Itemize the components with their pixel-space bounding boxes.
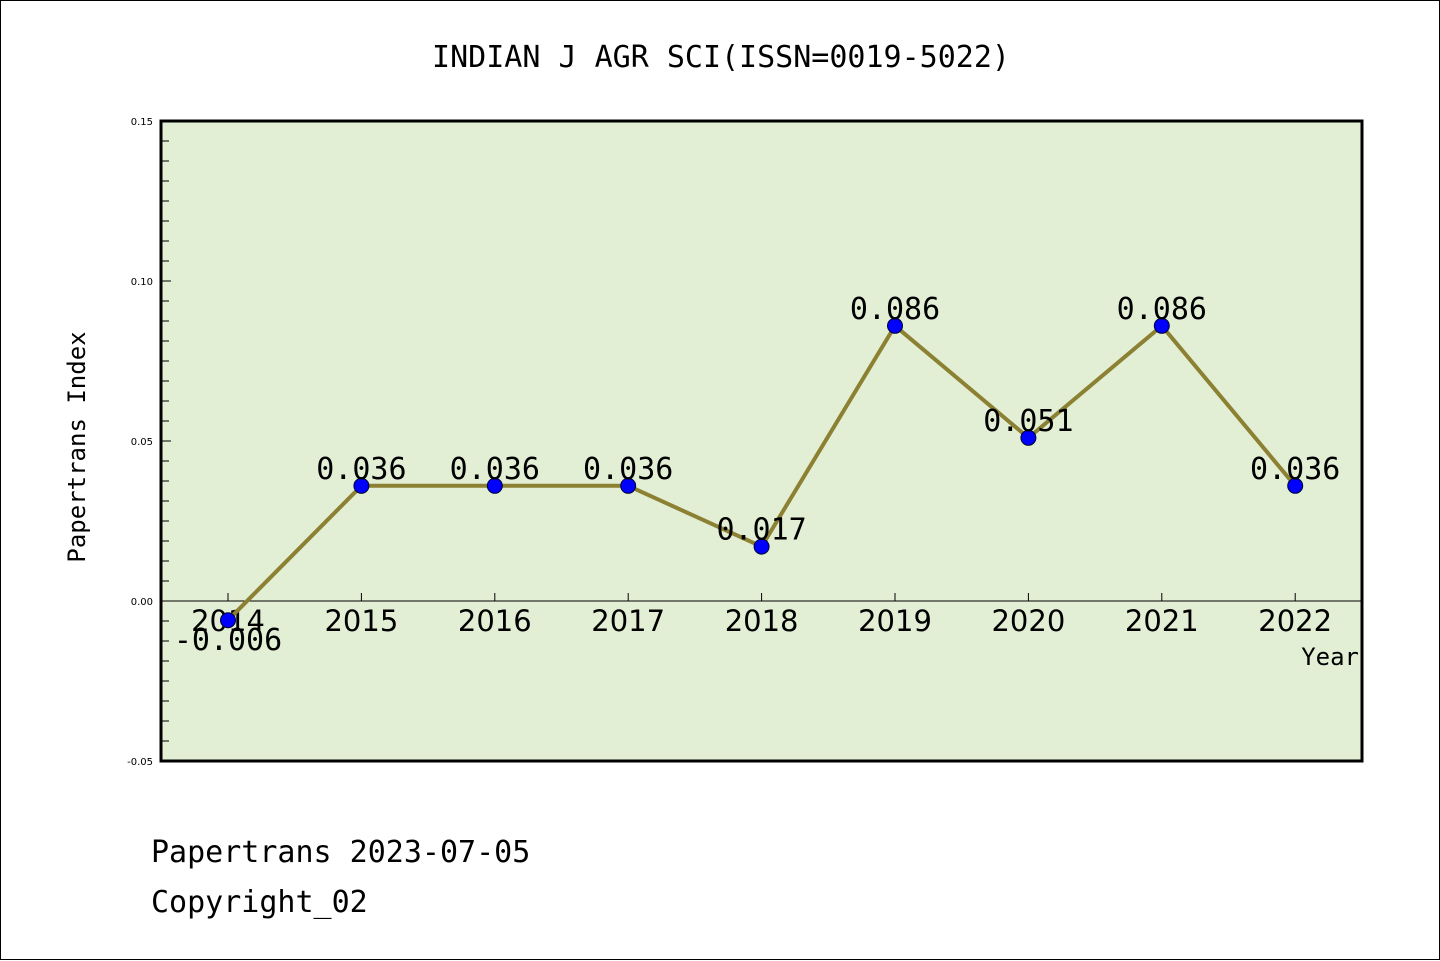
- chart-title: INDIAN J AGR SCI(ISSN=0019-5022): [432, 40, 1010, 75]
- data-label: 0.036: [1250, 452, 1340, 487]
- data-point: [1287, 477, 1304, 494]
- data-point: [220, 612, 236, 629]
- y-tick-label: -0.05: [127, 757, 153, 768]
- data-point: [753, 538, 770, 555]
- x-tick-label: 2020: [991, 604, 1065, 638]
- data-label: 0.036: [316, 452, 406, 487]
- y-tick-label: 0.10: [131, 277, 153, 288]
- data-label: 0.086: [1117, 292, 1207, 327]
- x-axis: 201420152016201720182019202020212022: [191, 593, 1332, 638]
- y-tick-label: 0.15: [131, 117, 153, 128]
- plot-border: [159, 119, 1364, 763]
- data-label: 0.036: [583, 452, 673, 487]
- data-label: 0.036: [450, 452, 540, 487]
- plot-area: [161, 121, 1362, 761]
- data-label: 0.086: [850, 292, 940, 327]
- x-tick-label: 2019: [858, 604, 932, 638]
- data-label: -0.006: [174, 623, 282, 658]
- y-axis-label: Papertrans Index: [63, 331, 91, 562]
- footer-copyright: Copyright_02: [151, 885, 368, 920]
- data-point: [1153, 317, 1170, 334]
- data-label: 0.017: [716, 513, 806, 548]
- data-point: [486, 477, 503, 494]
- x-tick-label: 2015: [324, 604, 398, 638]
- footer-source: Papertrans 2023-07-05: [151, 835, 531, 870]
- x-tick-label: 2022: [1258, 604, 1332, 638]
- x-tick-label: 2021: [1125, 604, 1199, 638]
- x-axis-label: Year: [1301, 643, 1359, 671]
- data-label: 0.051: [983, 404, 1073, 439]
- data-point: [1020, 429, 1037, 446]
- x-tick-label: 2018: [725, 604, 799, 638]
- data-points: [220, 317, 1304, 629]
- data-point: [353, 477, 370, 494]
- y-tick-label: 0.05: [131, 437, 153, 448]
- x-tick-label: 2016: [458, 604, 532, 638]
- x-tick-label: 2017: [591, 604, 665, 638]
- data-labels: -0.006 0.036 0.036 0.036 0.017 0.086 0.051 0.08…: [174, 292, 1341, 658]
- data-point: [887, 317, 903, 334]
- y-tick-label: 0.00: [131, 597, 153, 608]
- data-point: [620, 477, 637, 494]
